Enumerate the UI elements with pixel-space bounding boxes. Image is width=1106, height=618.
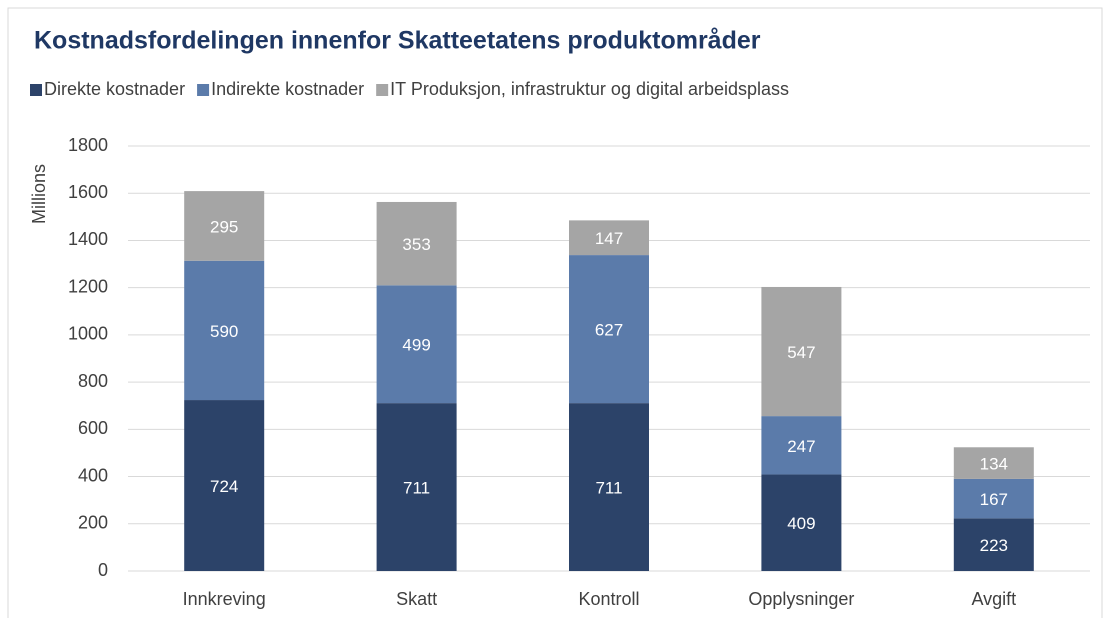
bar-segment xyxy=(761,416,842,475)
y-tick-label: 400 xyxy=(78,465,108,485)
bar-segment xyxy=(953,478,1034,519)
y-tick-label: 0 xyxy=(98,560,108,580)
bar-segment xyxy=(184,191,265,261)
bar-segment xyxy=(184,260,265,401)
data-label: 134 xyxy=(980,455,1008,474)
chart-title: Kostnadsfordelingen innenfor Skatteetate… xyxy=(34,27,761,55)
bar-segment xyxy=(761,286,842,417)
data-label: 223 xyxy=(980,536,1008,555)
bar-segment xyxy=(953,518,1034,571)
legend-label: Direkte kostnader xyxy=(44,79,185,99)
x-tick-label: Kontroll xyxy=(578,589,639,609)
y-tick-label: 1000 xyxy=(68,324,108,344)
data-label: 167 xyxy=(980,490,1008,509)
y-tick-label: 600 xyxy=(78,418,108,438)
bar-segment xyxy=(376,201,457,286)
data-label: 247 xyxy=(787,437,815,456)
y-tick-label: 1800 xyxy=(68,135,108,155)
legend-swatch xyxy=(376,84,389,96)
data-label: 590 xyxy=(210,322,238,341)
bar-segment xyxy=(184,400,265,571)
y-tick-label: 1200 xyxy=(68,276,108,296)
bar-segment xyxy=(761,474,842,571)
x-tick-label: Skatt xyxy=(396,589,437,609)
data-label: 711 xyxy=(403,479,430,498)
x-tick-label: Innkreving xyxy=(183,589,266,609)
data-label: 499 xyxy=(402,336,430,355)
legend-swatch xyxy=(197,84,210,96)
y-tick-label: 1600 xyxy=(68,182,108,202)
data-label: 711 xyxy=(595,479,622,498)
y-tick-label: 1400 xyxy=(68,229,108,249)
bar-segment xyxy=(953,447,1034,479)
legend-swatch xyxy=(30,84,42,96)
data-label: 295 xyxy=(210,217,238,236)
legend-label: Indirekte kostnader xyxy=(211,79,364,99)
bar-segment xyxy=(569,255,649,404)
legend-label: IT Produksjon, infrastruktur og digital … xyxy=(390,79,789,99)
data-label: 147 xyxy=(595,229,623,248)
y-axis-label: Millions xyxy=(29,164,49,224)
bar-segment xyxy=(569,220,649,256)
data-label: 724 xyxy=(210,477,238,496)
x-tick-label: Opplysninger xyxy=(748,589,854,609)
bar-segment xyxy=(376,403,457,571)
data-label: 409 xyxy=(787,514,815,533)
y-tick-label: 200 xyxy=(78,513,108,533)
data-label: 353 xyxy=(402,235,430,254)
y-tick-label: 800 xyxy=(78,371,108,391)
chart-border xyxy=(7,7,1103,618)
data-label: 627 xyxy=(595,321,623,340)
bar-segment xyxy=(376,285,457,404)
bar-segment xyxy=(569,403,649,571)
x-tick-label: Avgift xyxy=(971,589,1016,609)
data-label: 547 xyxy=(787,343,815,362)
